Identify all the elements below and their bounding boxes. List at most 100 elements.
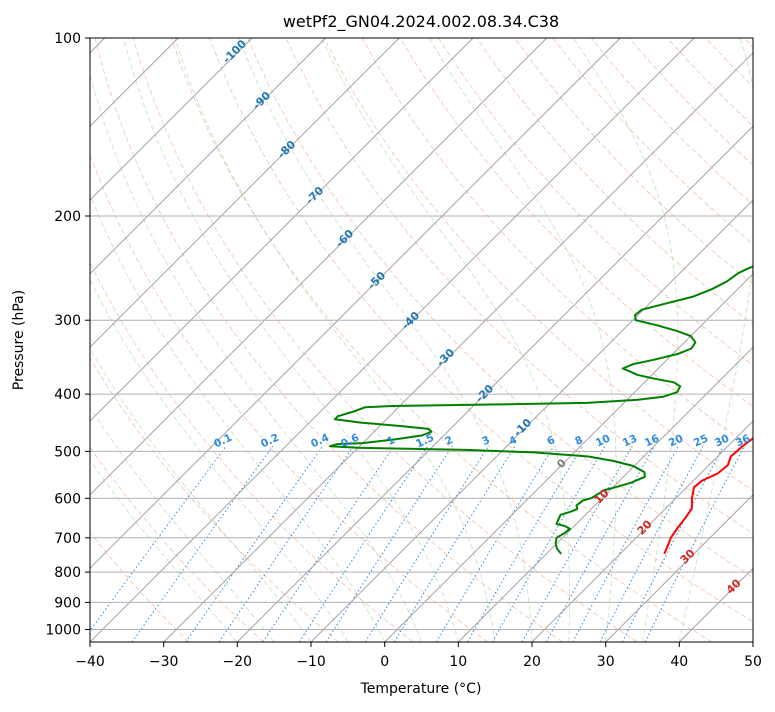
isotherm-line [164,38,768,642]
isotherm-label: -40 [399,309,422,332]
plot-frame [90,38,753,642]
isotherm-label: -70 [303,184,326,207]
x-tick-label: −20 [223,654,253,670]
mixing-ratio-line [365,446,488,642]
moist-adiabat-line [0,38,311,642]
mixing-ratio-line [573,446,679,642]
x-axis-label: Temperature (°C) [360,681,482,697]
series-lines [330,38,775,554]
x-tick-label: 20 [523,654,541,670]
isotherm-line [90,38,694,642]
mixing-ratio-label: 0.1 [212,432,234,451]
isotherm-line [753,38,775,642]
isotherm-label: 30 [678,546,698,566]
grid-lines [0,38,775,642]
mixing-ratio-label: 13 [621,432,639,449]
y-tick-label: 500 [54,444,81,460]
x-tick-label: −30 [149,654,179,670]
mixing-ratio-line [436,446,553,642]
background-lines [0,38,775,642]
y-tick-label: 200 [54,209,81,225]
isotherm-line [385,38,775,642]
isotherm-line [0,38,399,642]
moist-adiabat-line [0,38,274,642]
dry-adiabat-line [286,38,775,642]
y-tick-label: 100 [54,31,81,47]
moist-adiabat-line [82,38,422,642]
isotherm-line [0,38,326,642]
isotherm-label: -30 [434,346,457,369]
y-tick-label: 700 [54,531,81,547]
isotherm-line [458,38,775,642]
isotherm-line [0,38,252,642]
x-tick-label: −40 [75,654,105,670]
dry-adiabat-line [0,38,338,642]
dry-adiabat-line [744,38,775,642]
y-axis-label: Pressure (hPa) [11,290,27,390]
mixing-ratio-line [219,446,353,642]
moist-adiabat-line [0,38,237,642]
moist-adiabat-line [16,38,348,642]
y-tick-label: 800 [54,565,81,581]
moist-adiabat-line [573,38,677,642]
y-tick-label: 600 [54,491,81,507]
dry-adiabat-line [438,38,775,642]
mixing-ratio-label: 2 [443,434,455,448]
mixing-ratio-line [186,446,323,642]
mixing-ratio-line [645,446,744,642]
isotherm-label: -50 [365,269,388,292]
x-tick-label: 40 [670,654,688,670]
dry-adiabat-line [515,38,775,642]
mixing-ratio-label: 3 [480,434,492,448]
mixing-ratio-line [468,446,583,642]
mixing-ratio-line [546,446,654,642]
mixing-ratio-label: 1 [385,434,397,448]
x-tick-label: −10 [296,654,326,670]
dry-adiabat-line [57,38,488,642]
mixing-ratio-label: 16 [643,432,661,449]
isotherm-label: -100 [220,37,249,66]
isotherm-label: 40 [724,576,744,596]
mixing-ratio-line [522,446,632,642]
mixing-ratio-label: 6 [545,434,557,448]
mixing-ratio-line [394,446,515,642]
x-tick-label: 50 [744,654,762,670]
temperature-profile-line [664,38,775,554]
dry-adiabat-line [19,38,413,642]
mixing-ratio-label: 30 [713,432,731,449]
mixing-ratio-label: 10 [594,432,612,449]
isotherm-line [311,38,775,642]
moist-adiabat-line [175,38,495,642]
mixing-ratio-line [326,446,452,642]
dry-adiabat-line [171,38,711,642]
y-tick-label: 900 [54,595,81,611]
mixing-ratio-label: 25 [692,432,710,449]
dry-adiabat-line [0,38,189,642]
dewpoint-profile-line [330,38,775,554]
moist-adiabat-line [429,38,616,642]
x-tick-label: 0 [380,654,389,670]
x-tick-label: 10 [449,654,467,670]
y-tick-label: 300 [54,313,81,329]
mixing-ratio-label: 1.5 [414,432,436,451]
dry-adiabat-line [0,38,264,642]
y-tick-label: 1000 [45,623,81,639]
isotherm-label: -20 [473,382,496,405]
isotherm-label: 0 [554,456,569,471]
mixing-ratio-label: 8 [573,434,585,448]
isotherm-line [16,38,620,642]
moist-adiabat-line [124,38,459,642]
mixing-ratio-label: 0.2 [259,432,281,451]
dry-adiabat-line [706,38,775,642]
x-tick-label: 30 [597,654,615,670]
chart-title: wetPf2_GN04.2024.002.08.34.C38 [283,12,559,32]
isotherm-line [0,38,547,642]
mixing-ratio-label: 0.4 [309,432,331,451]
dry-adiabat-line [133,38,637,642]
mixing-ratio-label: 20 [667,432,685,449]
mixing-ratio-label: 36 [734,432,752,449]
isotherm-label: -60 [333,227,356,250]
